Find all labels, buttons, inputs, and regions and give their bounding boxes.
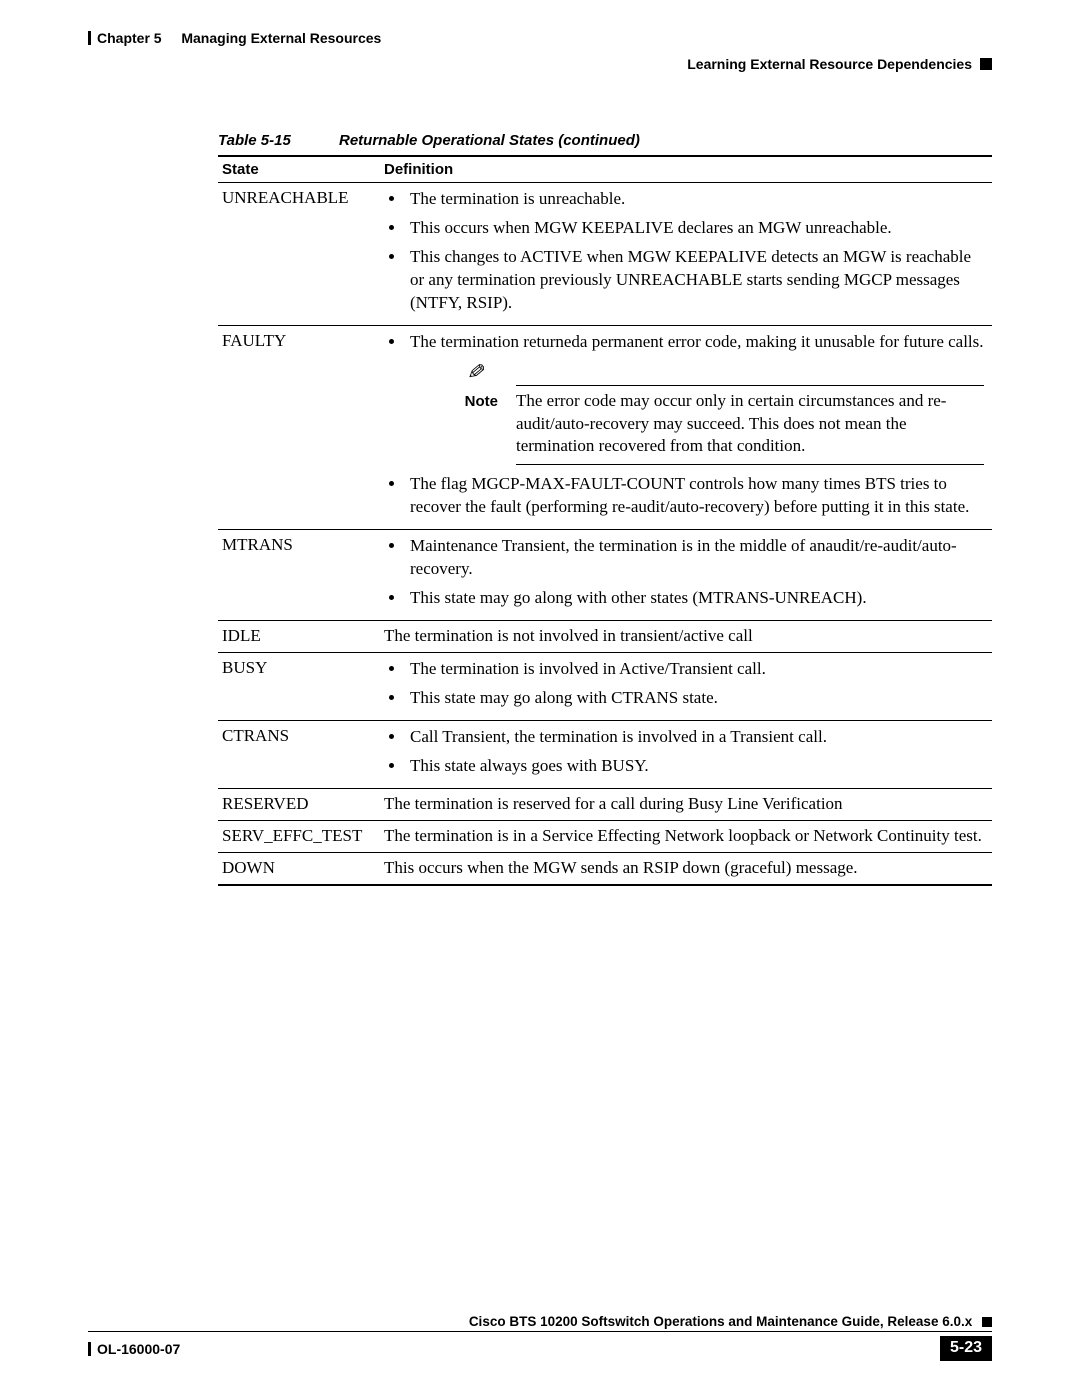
col-header-definition: Definition [380,156,992,183]
section-title: Learning External Resource Dependencies [687,56,972,72]
state-cell: SERV_EFFC_TEST [218,820,380,852]
note-rule [516,464,984,465]
table-caption: Table 5-15 Returnable Operational States… [88,132,992,149]
note-label: Note [465,393,498,410]
page-header-right: Learning External Resource Dependencies [88,56,992,72]
header-square-icon [980,58,992,70]
note-rule [516,385,984,386]
list-item: This state may go along with CTRANS stat… [406,687,984,710]
list-item: This changes to ACTIVE when MGW KEEPALIV… [406,246,984,315]
table-row: DOWN This occurs when the MGW sends an R… [218,852,992,884]
header-left: Chapter 5 Managing External Resources [88,30,381,46]
page-header-top: Chapter 5 Managing External Resources [88,30,992,46]
footer-rule [88,1331,992,1332]
list-item: Call Transient, the termination is invol… [406,726,984,749]
list-item: The termination is unreachable. [406,188,984,211]
list-item: The termination returneda permanent erro… [406,331,984,354]
page-number-box: 5-23 [940,1336,992,1361]
table-row: CTRANS Call Transient, the termination i… [218,720,992,788]
footer-square-icon [982,1317,992,1327]
definition-cell: The termination is involved in Active/Tr… [380,653,992,721]
table-row: BUSY The termination is involved in Acti… [218,653,992,721]
header-bar-icon [88,31,91,45]
list-item: Maintenance Transient, the termination i… [406,535,984,581]
table-caption-title: Returnable Operational States (continued… [339,132,640,149]
table-row: RESERVED The termination is reserved for… [218,788,992,820]
definition-cell: The termination is in a Service Effectin… [380,820,992,852]
table-row: SERV_EFFC_TEST The termination is in a S… [218,820,992,852]
list-item: This state may go along with other state… [406,587,984,610]
table-row: MTRANS Maintenance Transient, the termin… [218,530,992,621]
list-item: This state always goes with BUSY. [406,755,984,778]
definition-cell: Call Transient, the termination is invol… [380,720,992,788]
note-block: ✎ Note The error code may occur only in … [406,360,984,466]
state-cell: RESERVED [218,788,380,820]
table-header-row: State Definition [218,156,992,183]
pen-icon: ✎ [463,360,487,380]
chapter-label: Chapter 5 [97,30,162,46]
list-item: The flag MGCP-MAX-FAULT-COUNT controls h… [406,473,984,519]
state-cell: CTRANS [218,720,380,788]
definition-cell: The termination returneda permanent erro… [380,325,992,530]
note-text: The error code may occur only in certain… [516,390,984,459]
chapter-title: Managing External Resources [181,30,381,46]
footer-doc-id: OL-16000-07 [97,1341,180,1357]
list-item: The termination is involved in Active/Tr… [406,658,984,681]
footer-guide-title: Cisco BTS 10200 Softswitch Operations an… [88,1314,992,1329]
definition-cell: The termination is reserved for a call d… [380,788,992,820]
page-root: Chapter 5 Managing External Resources Le… [0,0,1080,1397]
page-footer: Cisco BTS 10200 Softswitch Operations an… [88,1314,992,1361]
list-item: This occurs when MGW KEEPALIVE declares … [406,217,984,240]
footer-left: OL-16000-07 [88,1341,180,1357]
table-caption-label: Table 5-15 [218,132,291,149]
col-header-state: State [218,156,380,183]
definition-cell: This occurs when the MGW sends an RSIP d… [380,852,992,884]
state-cell: DOWN [218,852,380,884]
state-cell: IDLE [218,621,380,653]
definition-cell: The termination is not involved in trans… [380,621,992,653]
state-cell: FAULTY [218,325,380,530]
state-cell: UNREACHABLE [218,183,380,326]
table-row: FAULTY The termination returneda permane… [218,325,992,530]
table-row: UNREACHABLE The termination is unreachab… [218,183,992,326]
definition-cell: Maintenance Transient, the termination i… [380,530,992,621]
table-row: IDLE The termination is not involved in … [218,621,992,653]
states-table: State Definition UNREACHABLE The termina… [218,155,992,886]
definition-cell: The termination is unreachable. This occ… [380,183,992,326]
state-cell: BUSY [218,653,380,721]
state-cell: MTRANS [218,530,380,621]
footer-bar-icon [88,1342,91,1356]
